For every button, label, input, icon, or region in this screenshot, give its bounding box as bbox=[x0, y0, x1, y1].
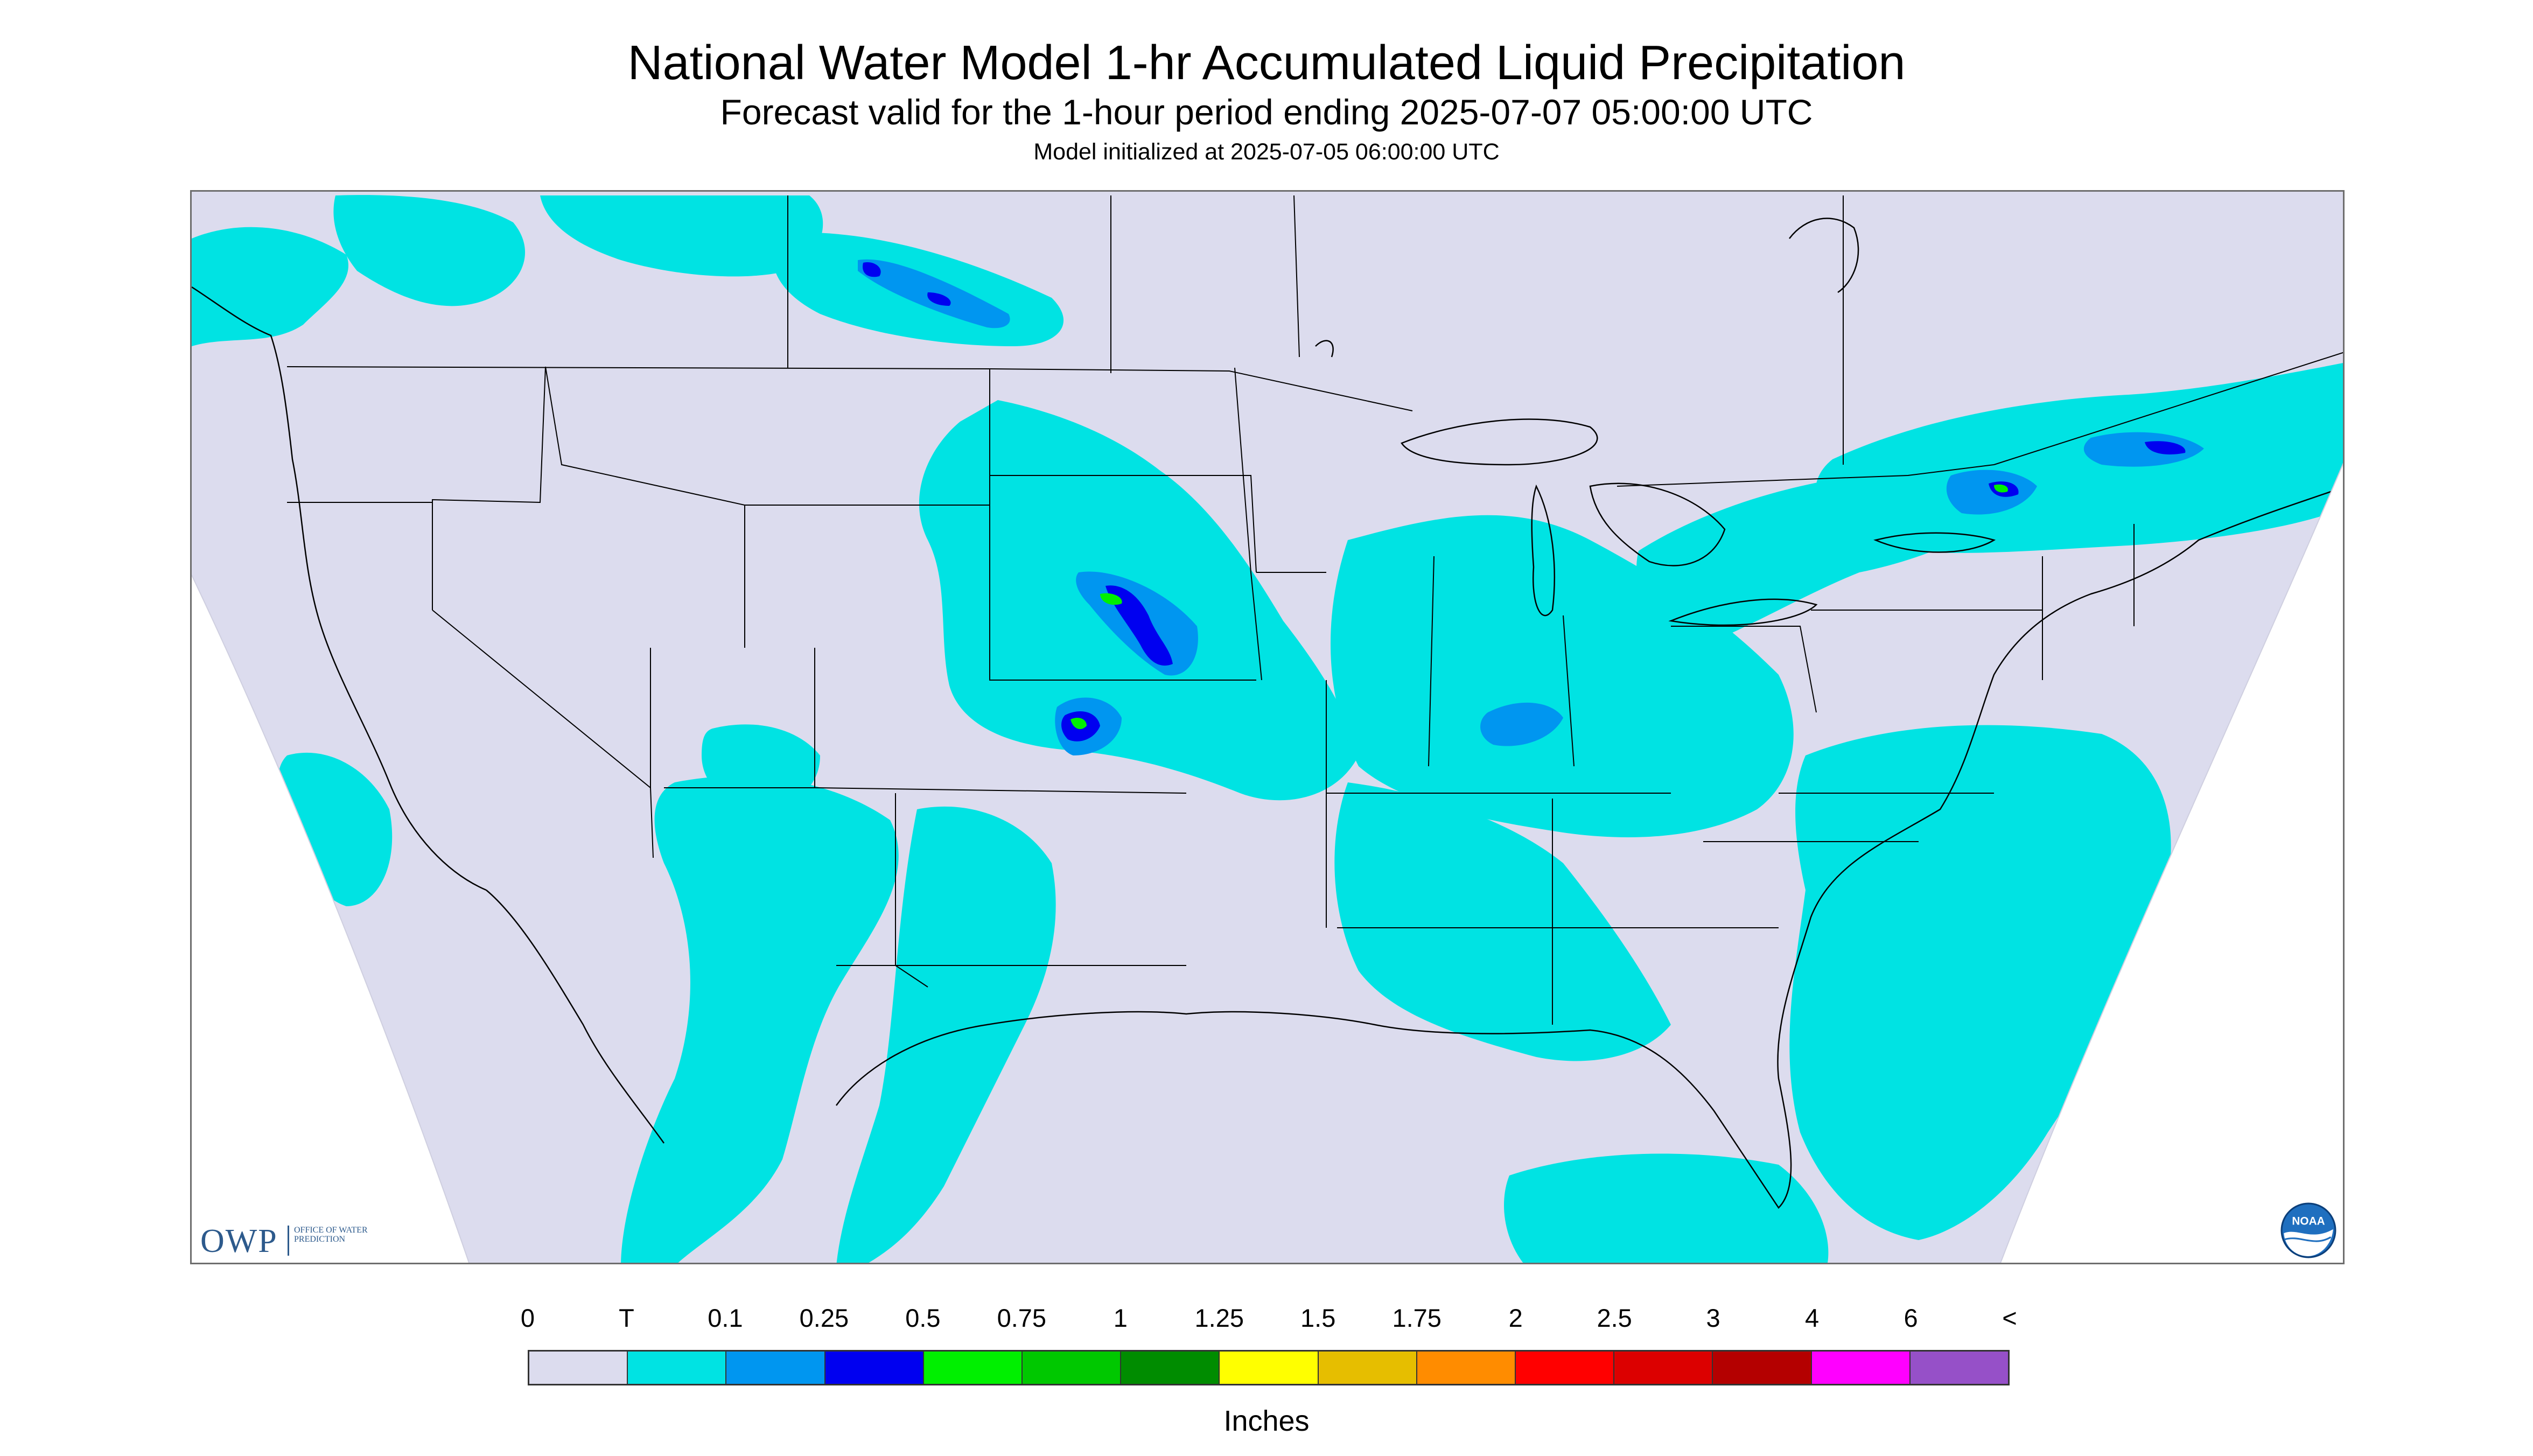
legend-tick-label: 0.1 bbox=[708, 1304, 743, 1332]
legend-tick-label: 1.25 bbox=[1194, 1304, 1244, 1332]
legend-tick-label: 0.5 bbox=[905, 1304, 941, 1332]
legend-swatch bbox=[628, 1352, 727, 1384]
legend-swatch bbox=[1910, 1352, 2009, 1384]
legend-tick-label: 2.5 bbox=[1597, 1304, 1632, 1332]
legend-swatch bbox=[1516, 1352, 1615, 1384]
owp-logo-divider bbox=[288, 1226, 289, 1256]
legend-tick-label: < bbox=[2002, 1304, 2017, 1332]
owp-logo-letters: OWP bbox=[200, 1223, 278, 1259]
heavy-precip-areas bbox=[1070, 484, 2008, 730]
great-lakes bbox=[1401, 418, 1996, 626]
legend-swatch bbox=[1811, 1352, 1911, 1384]
state-boundaries bbox=[286, 195, 2343, 1025]
legend-tick-label: 0 bbox=[520, 1304, 535, 1332]
legend-swatch bbox=[923, 1352, 1023, 1384]
legend-swatch bbox=[825, 1352, 924, 1384]
legend-tick-label: 6 bbox=[1904, 1304, 1918, 1332]
legend-tick-label: T bbox=[619, 1304, 634, 1332]
model-initialized-line: Model initialized at 2025-07-05 06:00:00… bbox=[1033, 139, 1500, 165]
legend-tick-label: 1.5 bbox=[1300, 1304, 1336, 1332]
legend-tick-label: 1.75 bbox=[1392, 1304, 1442, 1332]
legend-tick-label: 2 bbox=[1508, 1304, 1523, 1332]
owp-logo-subtext: OFFICE OF WATER PREDICTION bbox=[294, 1226, 368, 1244]
legend-swatch bbox=[1121, 1352, 1220, 1384]
legend-swatch bbox=[1614, 1352, 1713, 1384]
forecast-valid-subtitle: Forecast valid for the 1-hour period end… bbox=[720, 92, 1813, 132]
legend-tick-label: 0.75 bbox=[997, 1304, 1047, 1332]
legend-swatch bbox=[1318, 1352, 1417, 1384]
legend-tick-labels: 0 T 0.1 0.25 0.5 0.75 1 1.25 1.5 1.75 2 2.5 3 4 6 < bbox=[0, 1303, 2533, 1335]
legend-tick-label: 4 bbox=[1804, 1304, 1820, 1332]
legend-color-bar bbox=[528, 1350, 2010, 1385]
legend-swatch bbox=[1713, 1352, 1812, 1384]
noaa-logo-text: NOAA bbox=[2292, 1215, 2325, 1228]
legend-tick-label: 0.25 bbox=[799, 1304, 849, 1332]
conus-map bbox=[192, 192, 2343, 1263]
legend-swatch bbox=[726, 1352, 825, 1384]
map-title: National Water Model 1-hr Accumulated Li… bbox=[627, 36, 1906, 90]
coastlines bbox=[192, 218, 2343, 1209]
legend-swatch bbox=[1417, 1352, 1516, 1384]
legend-units-label: Inches bbox=[1223, 1405, 1310, 1437]
domain-edge bbox=[192, 463, 2343, 1263]
legend-swatch bbox=[1220, 1352, 1319, 1384]
legend-swatch bbox=[1023, 1352, 1122, 1384]
legend-tick-label: 3 bbox=[1706, 1304, 1720, 1332]
legend-swatch bbox=[529, 1352, 628, 1384]
noaa-logo: NOAA bbox=[2280, 1202, 2336, 1258]
legend-tick-label: 1 bbox=[1113, 1304, 1128, 1332]
map-frame bbox=[190, 190, 2345, 1264]
